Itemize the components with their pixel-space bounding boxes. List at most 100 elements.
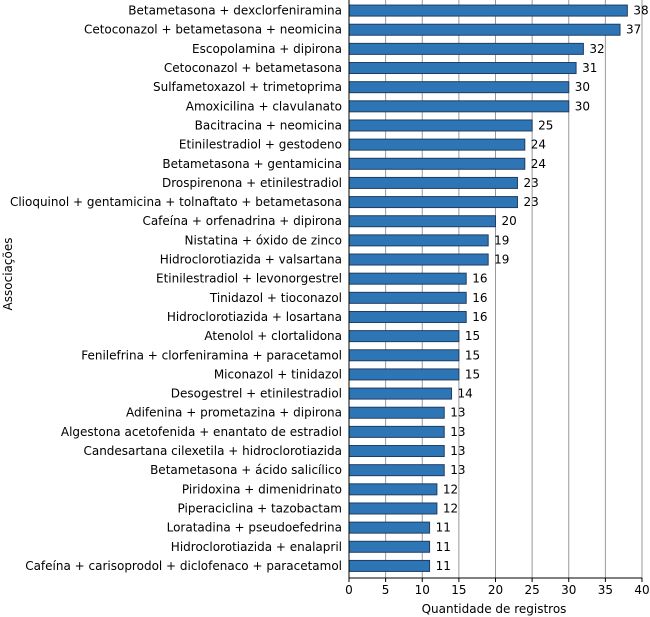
y-axis-title: Associações — [1, 238, 15, 311]
data-label: 13 — [450, 425, 465, 439]
bar — [348, 196, 518, 209]
category-label: Etinilestradiol + levonorgestrel — [156, 272, 342, 286]
x-tick-label: 10 — [415, 583, 430, 597]
bar — [348, 157, 526, 170]
data-label: 20 — [502, 214, 517, 228]
bar — [348, 349, 460, 362]
bar — [348, 521, 431, 534]
bar — [348, 100, 570, 113]
data-label: 32 — [589, 42, 604, 56]
bar — [348, 464, 445, 477]
bar — [348, 291, 467, 304]
data-label: 31 — [582, 61, 597, 75]
data-label: 38 — [633, 4, 648, 18]
category-label: Nistatina + óxido de zinco — [185, 233, 342, 247]
data-label: 30 — [575, 99, 590, 113]
data-label: 23 — [523, 176, 538, 190]
category-label: Fenilefrina + clorfeniramina + paracetam… — [81, 348, 342, 362]
bar — [348, 310, 467, 323]
category-label: Cetoconazol + betametasona + neomicina — [84, 23, 342, 37]
category-label: Miconazol + tinidazol — [214, 367, 342, 381]
category-label: Hidroclorotiazida + enalapril — [171, 540, 342, 554]
data-label: 24 — [531, 157, 546, 171]
bar — [348, 138, 526, 151]
data-label: 24 — [531, 138, 546, 152]
data-label: 25 — [538, 118, 553, 132]
bar — [348, 42, 584, 55]
data-label: 15 — [465, 329, 480, 343]
bar — [348, 272, 467, 285]
x-tick-label: 0 — [345, 583, 353, 597]
bar — [348, 253, 489, 266]
bar — [348, 23, 621, 36]
bar — [348, 62, 577, 75]
bars — [348, 4, 628, 572]
category-label: Desogestrel + etinilestradiol — [171, 387, 342, 401]
data-label: 15 — [465, 348, 480, 362]
category-label: Escopolamina + dipirona — [192, 42, 342, 56]
data-label: 13 — [450, 463, 465, 477]
data-label: 13 — [450, 444, 465, 458]
category-label: Bacitracina + neomicina — [195, 118, 342, 132]
data-label: 37 — [626, 23, 641, 37]
category-label: Candesartana cilexetila + hidroclorotiaz… — [83, 444, 342, 458]
data-label: 15 — [465, 367, 480, 381]
category-label: Etinilestradiol + gestodeno — [179, 138, 342, 152]
bar — [348, 234, 489, 247]
bar — [348, 330, 460, 343]
category-label: Amoxicilina + clavulanato — [186, 99, 342, 113]
category-label: Tinidazol + tioconazol — [209, 291, 342, 305]
category-label: Hidroclorotiazida + losartana — [167, 310, 342, 324]
data-label: 13 — [450, 406, 465, 420]
category-label: Atenolol + clortalidona — [204, 329, 342, 343]
category-label: Hidroclorotiazida + valsartana — [160, 253, 342, 267]
category-label: Cafeína + orfenadrina + dipirona — [142, 214, 342, 228]
category-label: Loratadina + pseudoefedrina — [167, 521, 342, 535]
category-label: Algestona acetofenida + enantato de estr… — [61, 425, 342, 439]
data-label: 14 — [458, 387, 473, 401]
data-label: 23 — [523, 195, 538, 209]
x-tick-label: 30 — [561, 583, 576, 597]
bar — [348, 559, 431, 572]
data-label: 19 — [494, 253, 509, 267]
category-label: Drospirenona + etinilestradiol — [162, 176, 342, 190]
category-label: Betametasona + gentamicina — [162, 157, 342, 171]
x-tick-label: 25 — [524, 583, 539, 597]
data-label: 11 — [436, 559, 451, 573]
data-label: 12 — [443, 482, 458, 496]
category-label: Betametasona + ácido salicílico — [150, 463, 342, 477]
bar — [348, 81, 570, 94]
x-tick-label: 40 — [634, 583, 649, 597]
data-label: 11 — [436, 521, 451, 535]
category-label: Cafeína + carisoprodol + diclofenaco + p… — [25, 559, 342, 573]
data-label: 19 — [494, 233, 509, 247]
category-label: Adifenina + prometazina + dipirona — [126, 406, 342, 420]
bar — [348, 540, 431, 553]
data-label: 16 — [472, 310, 487, 324]
data-label: 16 — [472, 291, 487, 305]
bar — [348, 406, 445, 419]
category-label: Clioquinol + gentamicina + tolnaftato + … — [10, 195, 342, 209]
x-tick-label: 5 — [382, 583, 390, 597]
x-tick-label: 15 — [451, 583, 466, 597]
data-label: 16 — [472, 272, 487, 286]
bar — [348, 176, 518, 189]
bar — [348, 445, 445, 458]
bar — [348, 502, 438, 515]
x-axis-ticks: 0 5 10 15 20 25 30 35 40 — [345, 578, 650, 597]
bar — [348, 368, 460, 381]
x-axis-title: Quantidade de registros — [422, 602, 567, 616]
bar — [348, 387, 453, 400]
value-labels: 38 37 32 31 30 30 25 24 24 23 23 20 19 19 16 16 16 15 15 15… — [436, 4, 649, 573]
category-label: Betametasona + dexclorfeniramina — [128, 4, 342, 18]
x-tick-label: 20 — [488, 583, 503, 597]
x-tick-label: 35 — [598, 583, 613, 597]
bar — [348, 119, 533, 132]
category-labels: Betametasona + dexclorfeniramina Cetocona… — [10, 4, 342, 573]
bar — [348, 483, 438, 496]
bar — [348, 215, 496, 228]
data-label: 30 — [575, 80, 590, 94]
category-label: Sulfametoxazol + trimetoprima — [153, 80, 342, 94]
bar — [348, 425, 445, 438]
